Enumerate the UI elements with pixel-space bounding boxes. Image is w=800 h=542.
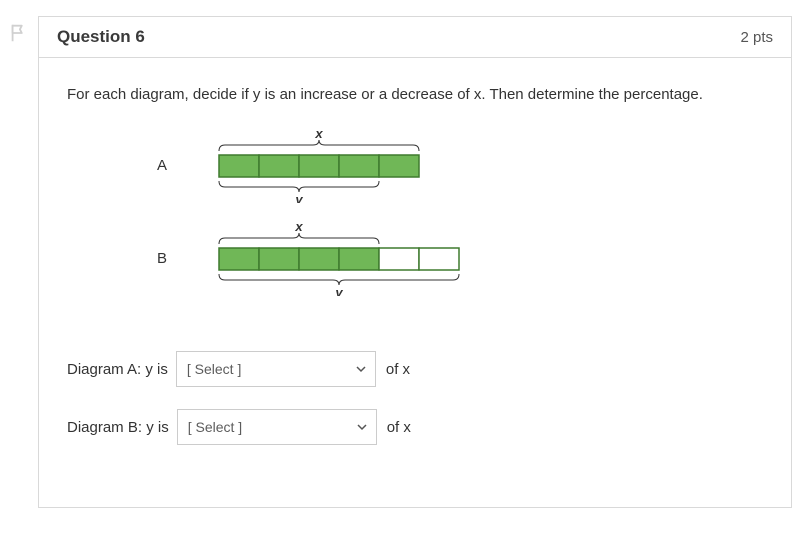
answer-b-placeholder: [ Select ] <box>188 419 242 435</box>
question-card: Question 6 2 pts For each diagram, decid… <box>38 16 792 508</box>
svg-text:x: x <box>294 222 303 234</box>
answer-b-row: Diagram B: y is [ Select ] of x <box>67 409 763 445</box>
chevron-down-icon <box>356 421 368 433</box>
diagram-a-row: A xy <box>157 129 597 208</box>
answer-a-after: of x <box>386 361 410 378</box>
answer-a-placeholder: [ Select ] <box>187 361 241 377</box>
diagram-b-label: B <box>157 222 217 267</box>
answer-a-row: Diagram A: y is [ Select ] of x <box>67 351 763 387</box>
answer-a-select[interactable]: [ Select ] <box>176 351 376 387</box>
diagram-a-graphic: xy <box>217 129 597 208</box>
question-title: Question 6 <box>57 27 145 47</box>
svg-text:y: y <box>294 192 303 203</box>
diagram-b-graphic: xy <box>217 222 597 301</box>
svg-text:y: y <box>334 285 343 296</box>
svg-text:x: x <box>314 129 323 141</box>
diagram-a-label: A <box>157 129 217 174</box>
question-header: Question 6 2 pts <box>39 17 791 58</box>
question-points: 2 pts <box>740 29 773 46</box>
answer-b-before: Diagram B: y is <box>67 419 169 436</box>
question-prompt: For each diagram, decide if y is an incr… <box>67 86 763 103</box>
diagram-b-row: B xy <box>157 222 597 301</box>
answers-area: Diagram A: y is [ Select ] of x Diagram … <box>67 351 763 445</box>
flag-icon[interactable] <box>8 22 30 44</box>
answer-a-before: Diagram A: y is <box>67 361 168 378</box>
chevron-down-icon <box>355 363 367 375</box>
answer-b-after: of x <box>387 419 411 436</box>
question-body: For each diagram, decide if y is an incr… <box>39 58 791 507</box>
answer-b-select[interactable]: [ Select ] <box>177 409 377 445</box>
diagram-area: A xy B xy <box>157 129 597 301</box>
